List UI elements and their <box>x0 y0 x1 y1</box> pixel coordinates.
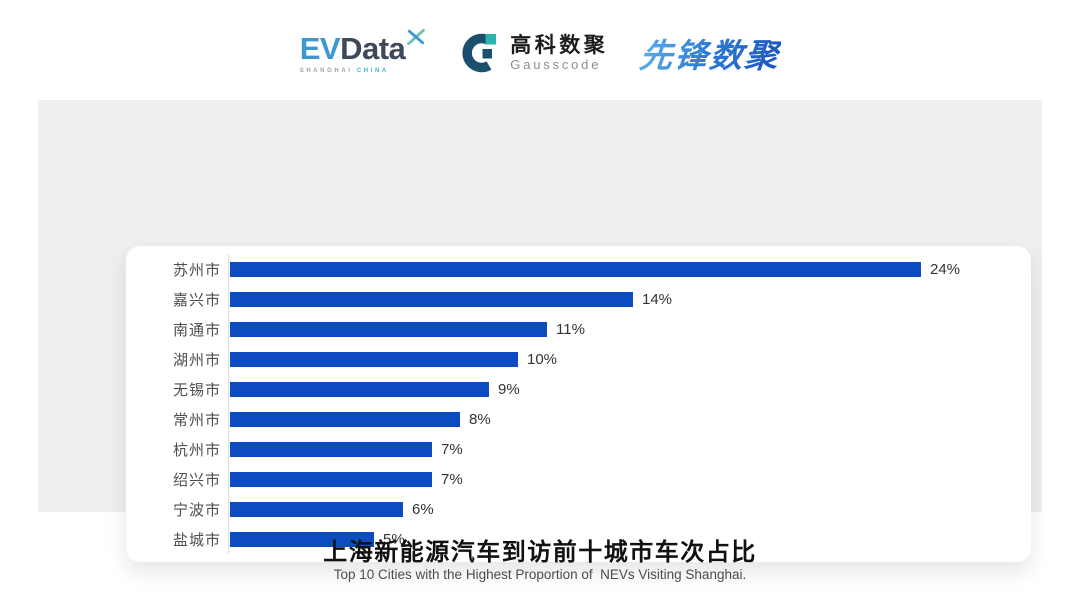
bar <box>230 261 921 277</box>
bar-value-label: 5% <box>383 530 405 548</box>
bar-category-label: 苏州市 <box>172 261 221 279</box>
chart-rows: 苏州市 24% 嘉兴市 14% 南通市 11% 湖州市 10% 无锡市 9% 常州市 8% 杭州市 7% 绍… <box>126 254 1031 554</box>
chart-row: 苏州市 24% <box>126 254 1031 284</box>
evdata-china-text: CHINA <box>356 67 389 74</box>
bar-category-label: 嘉兴市 <box>172 291 221 309</box>
bar-area: 14% <box>228 284 1031 314</box>
bar-value-label: 7% <box>441 440 463 458</box>
evdata-shanghai-text: SHANGHAI <box>299 67 353 74</box>
bar-value-label: 11% <box>556 320 585 338</box>
gausscode-en-text: Gausscode <box>510 56 602 72</box>
bar <box>230 321 547 337</box>
evdata-wordmark: EV Data <box>299 28 427 66</box>
bar <box>230 351 518 367</box>
bar-area: 10% <box>228 344 1031 374</box>
bar-category-label: 盐城市 <box>172 531 221 549</box>
chart-row: 常州市 8% <box>126 404 1031 434</box>
bar <box>230 471 432 487</box>
chart-panel: 苏州市 24% 嘉兴市 14% 南通市 11% 湖州市 10% 无锡市 9% 常州市 8% 杭州市 7% 绍… <box>38 100 1042 562</box>
gausscode-g-icon <box>462 33 497 73</box>
bar-area: 7% <box>228 464 1031 494</box>
chart-row: 盐城市 5% <box>126 524 1031 554</box>
bar-value-label: 24% <box>930 260 961 278</box>
bar-category-label: 绍兴市 <box>172 471 221 489</box>
gausscode-logo: 高科数聚 Gausscode <box>458 31 608 75</box>
bar-value-label: 14% <box>642 290 673 308</box>
bar <box>230 411 460 427</box>
chart-card: 苏州市 24% 嘉兴市 14% 南通市 11% 湖州市 10% 无锡市 9% 常州市 8% 杭州市 7% 绍… <box>126 246 1031 562</box>
bar-value-label: 9% <box>498 380 520 398</box>
gausscode-cn-text: 高科数聚 <box>510 33 609 57</box>
bar <box>230 381 489 397</box>
bar <box>230 441 432 457</box>
gausscode-texts: 高科数聚 Gausscode <box>510 34 608 72</box>
bar-category-label: 无锡市 <box>172 381 221 399</box>
bar <box>230 291 633 307</box>
chart-row: 湖州市 10% <box>126 344 1031 374</box>
pioneer-logo: 先锋数聚 <box>638 29 783 77</box>
bar-area: 8% <box>228 404 1031 434</box>
bar-category-label: 宁波市 <box>172 501 221 519</box>
evdata-data-text: Data <box>340 30 406 66</box>
bar <box>230 531 374 547</box>
bar-value-label: 6% <box>412 500 434 518</box>
bar-category-label: 杭州市 <box>172 441 221 459</box>
chart-row: 嘉兴市 14% <box>126 284 1031 314</box>
bar-area: 11% <box>228 314 1031 344</box>
evdata-logo: EV Data SHANGHAI CHINA <box>299 28 427 74</box>
bar-area: 6% <box>228 494 1031 524</box>
bar-area: 9% <box>228 374 1031 404</box>
chart-row: 无锡市 9% <box>126 374 1031 404</box>
bar-category-label: 常州市 <box>172 411 221 429</box>
chart-row: 南通市 11% <box>126 314 1031 344</box>
star-icon <box>407 28 426 45</box>
bar-value-label: 8% <box>469 410 491 428</box>
evdata-subtext: SHANGHAI CHINA <box>300 68 389 74</box>
evdata-ev-text: EV <box>299 30 341 66</box>
bar-value-label: 10% <box>527 350 558 368</box>
bar-category-label: 湖州市 <box>172 351 221 369</box>
bar <box>230 501 403 517</box>
chart-subtitle: Top 10 Cities with the Highest Proportio… <box>333 567 747 582</box>
bar-value-label: 7% <box>441 470 463 488</box>
bar-area: 5% <box>228 524 1031 554</box>
chart-row: 宁波市 6% <box>126 494 1031 524</box>
bar-category-label: 南通市 <box>172 321 221 339</box>
chart-title: 上海新能源汽车到访前十城市车次占比 <box>323 539 757 566</box>
chart-row: 杭州市 7% <box>126 434 1031 464</box>
bar-area: 7% <box>228 434 1031 464</box>
bar-area: 24% <box>228 254 1031 284</box>
chart-row: 绍兴市 7% <box>126 464 1031 494</box>
logo-bar: EV Data SHANGHAI CHINA 高科数聚 Gausscode <box>0 22 1080 84</box>
